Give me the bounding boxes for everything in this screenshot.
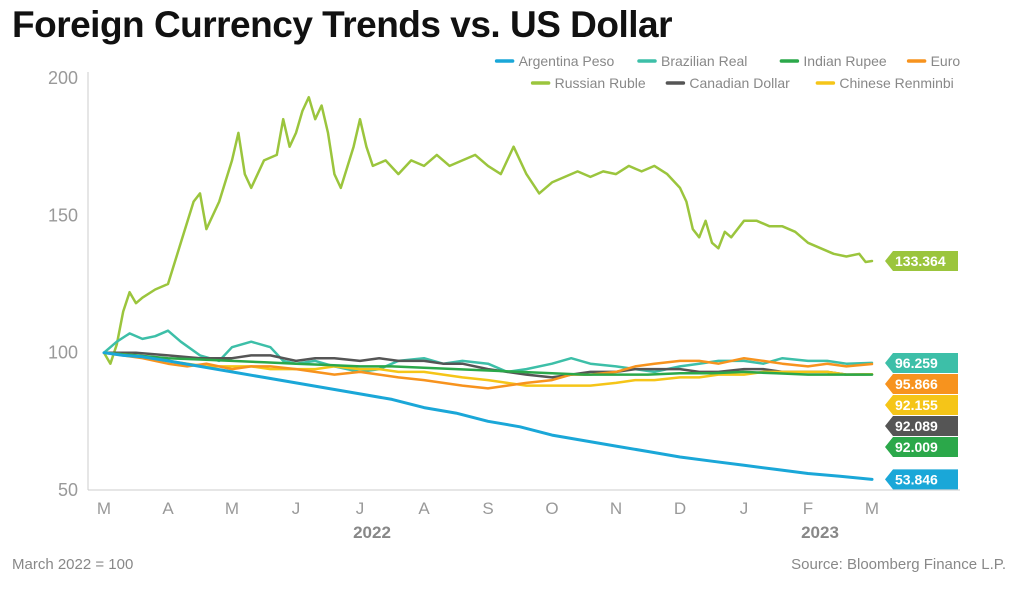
y-tick-label: 200	[48, 68, 78, 88]
footnote: March 2022 = 100	[12, 556, 134, 573]
end-label-euro: 95.866	[895, 376, 938, 392]
end-label-box-indian-rupee	[885, 436, 958, 457]
year-label: 2023	[801, 523, 839, 542]
legend-label-russian-ruble: Russian Ruble	[555, 75, 646, 91]
y-tick-label: 50	[58, 480, 78, 500]
x-tick-label: A	[418, 499, 430, 518]
legend-label-brazilian-real: Brazilian Real	[661, 53, 747, 69]
end-label-box-canadian-dollar	[885, 415, 958, 436]
x-tick-label: N	[610, 499, 622, 518]
end-label-indian-rupee: 92.009	[895, 439, 938, 455]
end-label-box-chinese-renminbi	[885, 394, 958, 415]
end-labels: 133.364 96.259 95.866 92.155 92.089 92.009 53.…	[885, 251, 958, 490]
end-label-brazilian-real: 96.259	[895, 355, 938, 371]
end-label-argentina-peso: 53.846	[895, 471, 938, 487]
y-tick-label: 150	[48, 205, 78, 225]
x-tick-label: J	[292, 499, 301, 518]
axes: 50 100 150 200 M A M J J A S O N D J F M 2022 2023	[48, 68, 960, 542]
end-label-canadian-dollar: 92.089	[895, 418, 938, 434]
end-label-box-argentina-peso	[885, 469, 958, 490]
legend-label-euro: Euro	[931, 53, 961, 69]
x-tick-label: M	[225, 499, 239, 518]
source-note: Source: Bloomberg Finance L.P.	[791, 556, 1006, 573]
series-line-russian-ruble	[102, 95, 874, 365]
legend-label-canadian-dollar: Canadian Dollar	[689, 75, 790, 91]
x-tick-label: J	[356, 499, 365, 518]
chart-title: Foreign Currency Trends vs. US Dollar	[12, 4, 673, 45]
year-label: 2022	[353, 523, 391, 542]
y-tick-label: 100	[48, 343, 78, 363]
x-tick-label: M	[865, 499, 879, 518]
legend-label-chinese-renminbi: Chinese Renminbi	[839, 75, 953, 91]
end-label-box-russian-ruble	[885, 251, 958, 272]
legend: Argentina Peso Brazilian Real Indian Rupee…	[494, 53, 961, 91]
legend-label-indian-rupee: Indian Rupee	[803, 53, 887, 69]
legend-label-argentina-peso: Argentina Peso	[519, 53, 615, 69]
x-tick-label: A	[162, 499, 174, 518]
x-tick-label: D	[674, 499, 686, 518]
end-label-box-brazilian-real	[885, 352, 958, 373]
x-tick-label: M	[97, 499, 111, 518]
end-label-russian-ruble: 133.364	[895, 253, 946, 269]
x-tick-label: S	[482, 499, 493, 518]
end-label-chinese-renminbi: 92.155	[895, 397, 938, 413]
x-tick-label: F	[803, 499, 813, 518]
series-line-euro	[102, 351, 874, 390]
x-tick-label: O	[545, 499, 558, 518]
series-lines	[102, 95, 874, 481]
series-line-argentina-peso	[102, 351, 874, 481]
end-label-box-euro	[885, 373, 958, 394]
x-tick-label: J	[740, 499, 749, 518]
series-line-indian-rupee	[102, 351, 874, 376]
